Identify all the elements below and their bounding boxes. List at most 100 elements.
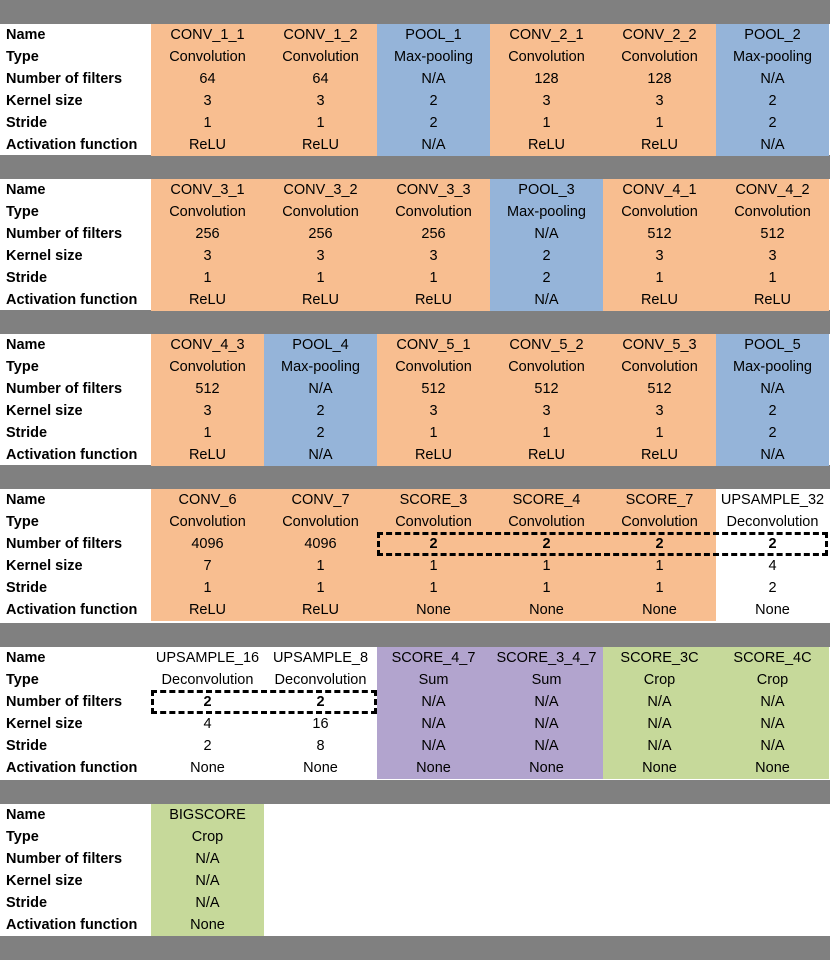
cell-activation-function: None [151,757,264,779]
row-label-activation-function: Activation function [6,917,138,933]
cell-activation-function: ReLU [603,444,716,466]
cell-activation-function: None [264,757,377,779]
row-name: Name CONV_3_1 CONV_3_2 CONV_3_3 POOL_3 CONV_4… [0,179,830,201]
cell-kernel-size: 1 [603,555,716,577]
cell-stride: 1 [264,267,377,289]
cell-kernel-size: 3 [264,90,377,112]
cell-activation-function: None [377,599,490,621]
cell-kernel-size: 3 [264,245,377,267]
row-kernel-size: Kernel size 3 2 3 3 3 2 [0,400,830,422]
cell-kernel-size: N/A [377,713,490,735]
cell-name: CONV_3_3 [377,179,490,201]
cell-activation-function: None [151,914,264,936]
cell-stride: 2 [716,112,829,134]
cell-stride: 1 [603,267,716,289]
row-label-name: Name [6,27,46,43]
cell-number-of-filters: 512 [603,378,716,400]
cell-name: CONV_1_1 [151,24,264,46]
cell-activation-function: None [490,599,603,621]
cell-activation-function: N/A [377,134,490,156]
cell-number-of-filters: 512 [151,378,264,400]
row-stride: Stride 1 1 1 1 1 2 [0,577,830,599]
row-number-of-filters: Number of filters 2 2 N/A N/A N/A N/A [0,691,830,713]
cell-activation-function: None [716,757,829,779]
cell-stride: 1 [490,577,603,599]
cell-stride: N/A [490,735,603,757]
cell-stride: 1 [603,112,716,134]
row-label-kernel-size: Kernel size [6,93,83,109]
cell-kernel-size: 4 [716,555,829,577]
cell-stride: 1 [377,267,490,289]
row-label-stride: Stride [6,895,48,911]
cell-kernel-size: 3 [603,245,716,267]
cell-number-of-filters: 512 [716,223,829,245]
row-label-kernel-size: Kernel size [6,716,83,732]
row-name: Name CONV_1_1 CONV_1_2 POOL_1 CONV_2_1 CONV_2… [0,24,830,46]
cell-stride: N/A [603,735,716,757]
cell-name: CONV_2_1 [490,24,603,46]
row-label-stride: Stride [6,738,48,754]
cell-activation-function: ReLU [716,289,829,311]
cell-kernel-size: N/A [151,870,264,892]
row-label-type: Type [6,49,39,65]
cell-kernel-size: 4 [151,713,264,735]
cell-name: UPSAMPLE_16 [151,647,264,669]
cell-name: SCORE_3 [377,489,490,511]
cell-number-of-filters: 128 [490,68,603,90]
row-label-type: Type [6,829,39,845]
row-label-activation-function: Activation function [6,602,138,618]
cell-stride: N/A [151,892,264,914]
cell-name: CONV_6 [151,489,264,511]
cell-activation-function: N/A [490,289,603,311]
row-label-type: Type [6,204,39,220]
cell-name: CONV_4_1 [603,179,716,201]
cell-number-of-filters: N/A [603,691,716,713]
cell-number-of-filters: N/A [490,691,603,713]
row-label-number-of-filters: Number of filters [6,536,123,552]
cell-number-of-filters: 512 [490,378,603,400]
cell-kernel-size: 3 [151,400,264,422]
cell-kernel-size: 3 [603,400,716,422]
cell-number-of-filters: 256 [151,223,264,245]
cell-type: Crop [603,669,716,691]
row-number-of-filters: Number of filters 256 256 256 N/A 512 512 [0,223,830,245]
cell-kernel-size: 3 [716,245,829,267]
cell-number-of-filters: 64 [264,68,377,90]
cell-stride: 2 [151,735,264,757]
row-activation-function: Activation function ReLU ReLU None None None N… [0,599,830,621]
cell-kernel-size: N/A [716,713,829,735]
cell-type: Deconvolution [264,669,377,691]
cell-name: CONV_3_1 [151,179,264,201]
cell-type: Max-pooling [716,46,829,68]
row-stride: Stride N/A [0,892,830,914]
row-activation-function: Activation function ReLU ReLU N/A ReLU ReLU N/… [0,134,830,156]
cell-stride: 2 [716,577,829,599]
row-label-number-of-filters: Number of filters [6,694,123,710]
layer-block-2: Name CONV_3_1 CONV_3_2 CONV_3_3 POOL_3 CONV_4… [0,179,830,311]
row-label-type: Type [6,672,39,688]
row-label-kernel-size: Kernel size [6,403,83,419]
row-label-name: Name [6,182,46,198]
row-label-name: Name [6,492,46,508]
cell-type: Deconvolution [151,669,264,691]
row-stride: Stride 2 8 N/A N/A N/A N/A [0,735,830,757]
row-activation-function: Activation function ReLU ReLU ReLU N/A ReLU Re… [0,289,830,311]
cell-type: Convolution [264,201,377,223]
cell-number-of-filters: N/A [716,68,829,90]
cell-stride: 1 [151,267,264,289]
cell-number-of-filters: N/A [377,691,490,713]
cell-name: UPSAMPLE_8 [264,647,377,669]
separator-bar [0,155,830,179]
cell-name: CONV_4_2 [716,179,829,201]
cell-activation-function: ReLU [490,444,603,466]
cell-name: POOL_4 [264,334,377,356]
cell-stride: 1 [264,112,377,134]
cell-number-of-filters: N/A [716,691,829,713]
cell-type: Convolution [490,356,603,378]
row-label-activation-function: Activation function [6,137,138,153]
cell-stride: 1 [151,112,264,134]
cell-type: Convolution [151,46,264,68]
row-type: Type Deconvolution Deconvolution Sum Sum Crop… [0,669,830,691]
row-label-activation-function: Activation function [6,292,138,308]
cell-number-of-filters: 2 [151,691,264,713]
